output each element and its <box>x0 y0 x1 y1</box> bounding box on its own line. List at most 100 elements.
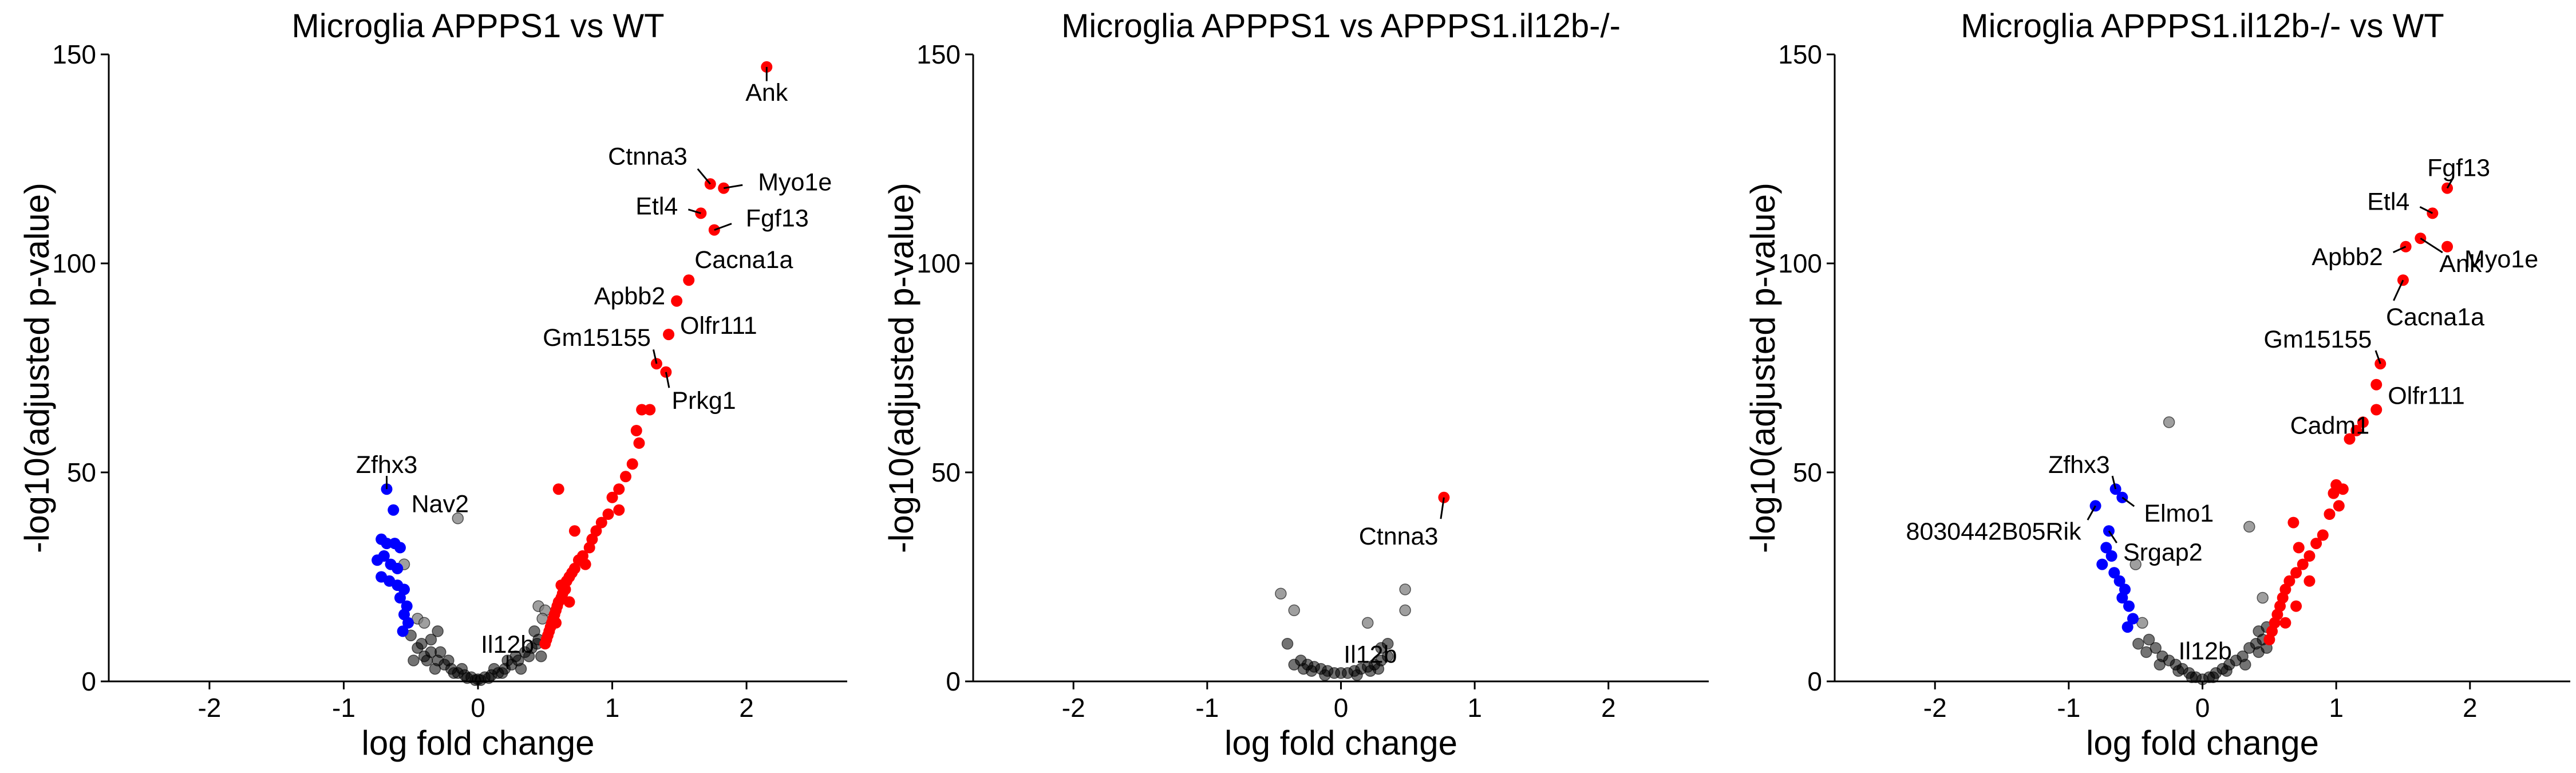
y-tick-label: 150 <box>916 40 961 69</box>
up-regulated-point <box>2333 500 2345 512</box>
y-axis-label: -log10(adjusted p-value) <box>1744 183 1782 553</box>
down-regulated-point <box>402 617 414 629</box>
up-regulated-point <box>2290 567 2302 579</box>
y-tick-label: 100 <box>1778 249 1822 278</box>
up-regulated-point <box>620 471 631 483</box>
y-tick-label: 150 <box>52 40 96 69</box>
down-regulated-point <box>2121 621 2134 633</box>
y-tick-label: 50 <box>1793 458 1822 487</box>
panel-title: Microglia APPPS1.il12b-/- vs WT <box>1961 7 2444 45</box>
down-regulated-point <box>381 538 393 550</box>
up-regulated-point <box>2344 433 2356 445</box>
up-regulated-point <box>2441 240 2453 253</box>
down-regulated-point <box>372 554 384 566</box>
gene-label: Myo1e <box>758 169 832 196</box>
x-tick-label: 2 <box>2463 693 2478 723</box>
ns-point <box>475 674 487 687</box>
ns-point <box>416 638 428 650</box>
ns-point <box>1288 604 1300 617</box>
up-regulated-point <box>579 558 591 570</box>
ns-point <box>2136 617 2148 629</box>
down-regulated-point <box>397 625 409 637</box>
down-regulated-point <box>2127 613 2139 625</box>
label-leader-line <box>2111 475 2117 490</box>
ns-point <box>2163 416 2175 428</box>
label-leader-line <box>2087 505 2096 520</box>
ns-point <box>1399 604 1411 617</box>
up-regulated-point <box>602 508 614 520</box>
up-regulated-point <box>2337 483 2349 495</box>
ns-point <box>1305 665 1318 677</box>
gene-label: Etl4 <box>635 192 678 220</box>
gene-label: Zfhx3 <box>356 451 418 479</box>
ns-point <box>535 650 547 662</box>
ns-point <box>1361 617 1374 629</box>
label-leader-line <box>2393 246 2407 254</box>
ns-point <box>2132 638 2144 650</box>
up-regulated-point <box>563 596 575 608</box>
label-leader-line <box>714 223 732 231</box>
x-axis-label: log fold change <box>362 724 595 762</box>
gene-label: Ank <box>745 79 788 107</box>
up-regulated-point <box>644 404 656 416</box>
ns-point <box>452 512 464 524</box>
up-regulated-point <box>626 458 638 470</box>
label-leader-line <box>723 184 743 190</box>
up-regulated-point <box>671 295 683 307</box>
ns-point <box>2243 520 2255 533</box>
x-axis-label: log fold change <box>1224 724 1457 762</box>
ns-point <box>1372 662 1385 675</box>
ns-point <box>496 667 508 679</box>
label-leader-line <box>697 168 711 185</box>
gene-label: Olfr111 <box>680 312 757 340</box>
down-regulated-point <box>2100 542 2112 554</box>
ns-point <box>2143 633 2155 646</box>
down-regulated-point <box>2116 592 2128 604</box>
ns-point <box>2239 658 2251 671</box>
x-tick-label: -2 <box>197 693 221 723</box>
y-axis-label: -log10(adjusted p-value) <box>882 183 920 553</box>
up-regulated-point <box>2317 529 2329 541</box>
ns-point <box>1319 669 1331 681</box>
y-tick-label: 0 <box>81 666 96 696</box>
gene-label: Cacna1a <box>2386 303 2484 331</box>
gene-label: Il12b <box>1344 641 1397 668</box>
x-tick-label: -1 <box>332 693 355 723</box>
gene-label: Zfhx3 <box>2048 451 2110 479</box>
down-regulated-point <box>394 542 406 554</box>
ns-point <box>1351 669 1363 681</box>
up-regulated-point <box>2279 617 2291 629</box>
gene-label: Ank <box>2439 250 2482 278</box>
y-tick-label: 100 <box>52 249 96 278</box>
x-tick-label: 0 <box>2195 693 2210 723</box>
up-regulated-point <box>2370 404 2383 416</box>
down-regulated-point <box>394 592 406 604</box>
y-tick-label: 100 <box>916 249 961 278</box>
up-regulated-point <box>2324 508 2336 520</box>
gene-label: Cacna1a <box>694 246 793 274</box>
ns-point <box>2140 646 2152 658</box>
up-regulated-point <box>2350 425 2362 436</box>
x-tick-label: -2 <box>1923 693 1947 723</box>
label-leader-line <box>1440 497 1445 519</box>
ns-point <box>1399 583 1411 595</box>
up-regulated-point <box>633 437 645 449</box>
x-tick-label: -1 <box>1195 693 1219 723</box>
gene-label: Prkg1 <box>671 387 736 415</box>
up-regulated-point <box>2297 558 2309 570</box>
ns-point <box>2154 658 2166 671</box>
up-regulated-point <box>550 617 562 629</box>
ns-point <box>509 650 521 662</box>
gene-label: Ctnna3 <box>608 143 688 170</box>
up-regulated-point <box>2304 550 2316 562</box>
down-regulated-point <box>2113 575 2125 587</box>
ns-point <box>2186 671 2198 683</box>
gene-label: Apbb2 <box>2312 243 2383 271</box>
y-tick-label: 50 <box>931 458 961 487</box>
label-leader-line <box>2393 279 2404 301</box>
up-regulated-point <box>663 329 675 341</box>
ns-point <box>408 654 420 666</box>
y-axis-label: -log10(adjusted p-value) <box>18 183 56 553</box>
y-tick-label: 50 <box>67 458 96 487</box>
